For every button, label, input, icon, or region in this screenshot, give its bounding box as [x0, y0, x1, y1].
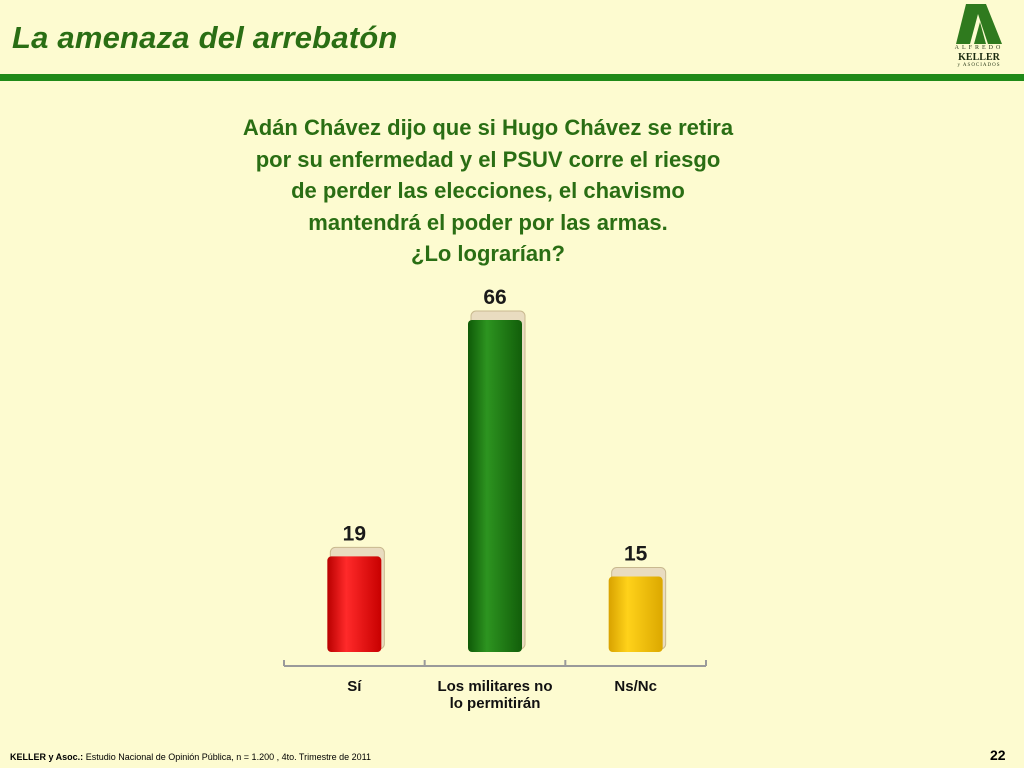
survey-question: Adán Chávez dijo que si Hugo Chávez se r…	[150, 112, 826, 270]
bar	[608, 576, 663, 652]
bar-value-label: 19	[343, 522, 366, 545]
category-label: Los militares no	[437, 678, 552, 695]
bar	[327, 556, 382, 652]
keller-logo: ALFREDO KELLER y ASOCIADOS	[950, 4, 1008, 70]
slide-title: La amenaza del arrebatón	[12, 20, 398, 55]
source-label: KELLER y Asoc.:	[10, 752, 84, 762]
category-label: Sí	[347, 678, 362, 695]
logo-line-asociados: y ASOCIADOS	[957, 63, 1001, 68]
question-line: ¿Lo lograrían?	[411, 241, 565, 266]
category-label: lo permitirán	[450, 695, 541, 712]
footer-source: KELLER y Asoc.: Estudio Nacional de Opin…	[10, 752, 371, 762]
question-line: mantendrá el poder por las armas.	[308, 209, 668, 235]
question-line: Adán Chávez dijo que si Hugo Chávez se r…	[242, 115, 734, 140]
question-line: de perder las elecciones, el chavismo	[291, 178, 685, 203]
title-divider	[0, 74, 1024, 81]
question-line: por su enfermedad y el PSUV corre el rie…	[255, 146, 721, 172]
bar-value-label: 15	[624, 543, 648, 566]
logo-line-alfredo: ALFREDO	[954, 45, 1004, 51]
category-label: Ns/Nc	[614, 678, 657, 695]
source-text: Estudio Nacional de Opinión Pública, n =…	[85, 752, 371, 762]
logo-line-keller: KELLER	[958, 52, 1000, 63]
keller-logo-icon	[956, 4, 1002, 44]
bar	[468, 320, 522, 652]
page-number: 22	[990, 747, 1006, 763]
bar-value-label: 66	[483, 286, 506, 309]
